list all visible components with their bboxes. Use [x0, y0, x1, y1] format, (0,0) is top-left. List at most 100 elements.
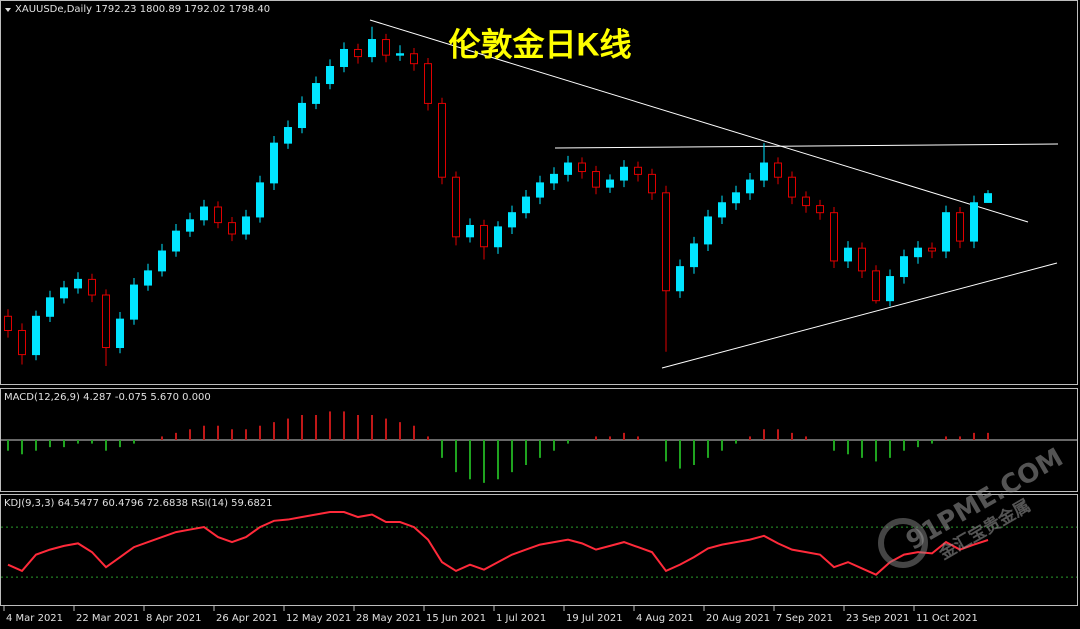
- candle-body: [102, 294, 110, 349]
- histogram-bar: [413, 425, 415, 440]
- macd-label: MACD(12,26,9) 4.287 -0.075 5.670 0.000: [4, 392, 211, 403]
- histogram-bar: [833, 440, 835, 451]
- candle-body: [592, 171, 600, 188]
- histogram-bar: [329, 411, 331, 440]
- candle-body: [550, 173, 558, 184]
- candle-body: [396, 53, 404, 56]
- candle-body: [760, 162, 768, 181]
- histogram-bar: [735, 440, 737, 444]
- histogram-bar: [805, 436, 807, 440]
- histogram-bar: [525, 440, 527, 465]
- x-tick-label: 4 Mar 2021: [6, 613, 63, 624]
- histogram-bar: [679, 440, 681, 469]
- candle-body: [200, 206, 208, 221]
- candle-body: [788, 176, 796, 198]
- candle-body: [578, 162, 586, 173]
- candle-body: [438, 102, 446, 178]
- x-tick-label: 22 Mar 2021: [76, 613, 139, 624]
- candle-body: [718, 202, 726, 218]
- candle-body: [298, 102, 306, 129]
- candle-body: [382, 39, 390, 56]
- histogram-bar: [427, 436, 429, 440]
- candle-body: [620, 166, 628, 181]
- candle-body: [886, 276, 894, 302]
- candle-body: [942, 212, 950, 252]
- candle-body: [312, 83, 320, 104]
- candle-body: [494, 226, 502, 248]
- x-tick-label: 4 Aug 2021: [636, 613, 694, 624]
- histogram-bar: [483, 440, 485, 483]
- histogram-bar: [847, 440, 849, 455]
- rsi-label: KDJ(9,3,3) 64.5477 60.4796 72.6838 RSI(1…: [4, 498, 273, 509]
- candle-body: [466, 224, 474, 238]
- histogram-bar: [931, 440, 933, 444]
- histogram-bar: [889, 440, 891, 458]
- x-tick-label: 15 Jun 2021: [426, 613, 486, 624]
- rsi-line: [7, 511, 989, 576]
- candle-body: [480, 224, 488, 248]
- histogram-bar: [21, 440, 23, 455]
- candle-body: [410, 53, 418, 65]
- candle-body: [4, 315, 12, 331]
- candle-body: [928, 247, 936, 252]
- candle-body: [858, 247, 866, 272]
- histogram-bar: [637, 436, 639, 440]
- x-tick-label: 12 May 2021: [286, 613, 351, 624]
- histogram-bar: [973, 432, 975, 440]
- histogram-bar: [175, 432, 177, 440]
- candle-body: [564, 162, 572, 175]
- histogram-bar: [119, 440, 121, 448]
- histogram-bar: [91, 440, 93, 444]
- trend-line: [661, 262, 1058, 369]
- candle-body: [424, 63, 432, 104]
- candle-body: [830, 212, 838, 262]
- histogram-bar: [371, 415, 373, 440]
- candle-body: [690, 243, 698, 268]
- candle-body: [326, 66, 334, 85]
- candle-body: [732, 192, 740, 204]
- histogram-bar: [917, 440, 919, 448]
- histogram-bar: [567, 440, 569, 444]
- x-tick-label: 8 Apr 2021: [146, 613, 201, 624]
- histogram-bar: [959, 436, 961, 440]
- histogram-bar: [791, 432, 793, 440]
- candle-body: [816, 205, 824, 214]
- histogram-bar: [861, 440, 863, 458]
- candle-body: [704, 216, 712, 245]
- histogram-bar: [343, 411, 345, 440]
- candle-body: [746, 179, 754, 194]
- histogram-bar: [595, 436, 597, 440]
- chart-title: 伦敦金日K线: [448, 26, 631, 62]
- candle-body: [214, 206, 222, 224]
- x-tick-label: 11 Oct 2021: [916, 613, 978, 624]
- histogram-bar: [385, 418, 387, 440]
- histogram-bar: [217, 425, 219, 440]
- candle-body: [18, 329, 26, 356]
- candle-body: [116, 318, 124, 349]
- histogram-bar: [665, 440, 667, 462]
- candle-body: [984, 193, 992, 203]
- histogram-bar: [455, 440, 457, 473]
- histogram-bar: [315, 415, 317, 440]
- x-tick-label: 19 Jul 2021: [566, 613, 623, 624]
- histogram-bar: [77, 440, 79, 444]
- candle-body: [914, 247, 922, 258]
- histogram-bar: [287, 418, 289, 440]
- candle-body: [606, 179, 614, 188]
- histogram-bar: [945, 436, 947, 440]
- x-tick-label: 1 Jul 2021: [496, 613, 546, 624]
- candle-body: [60, 287, 68, 299]
- histogram-bar: [189, 429, 191, 440]
- candle-body: [158, 250, 166, 272]
- histogram-bar: [903, 440, 905, 451]
- candle-body: [130, 284, 138, 320]
- histogram-bar: [133, 440, 135, 444]
- x-tick-label: 28 May 2021: [356, 613, 421, 624]
- histogram-bar: [609, 436, 611, 440]
- candle-body: [634, 166, 642, 175]
- candle-body: [88, 278, 96, 296]
- histogram-bar: [707, 440, 709, 458]
- candle-body: [270, 142, 278, 184]
- x-tick-label: 7 Sep 2021: [776, 613, 833, 624]
- histogram-bar: [245, 429, 247, 440]
